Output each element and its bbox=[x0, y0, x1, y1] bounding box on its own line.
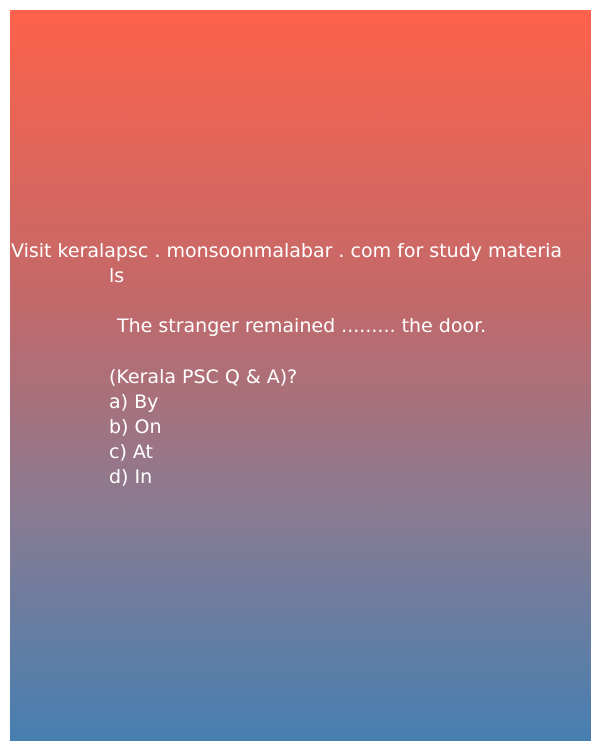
promo-text-line-2: ls bbox=[109, 265, 125, 287]
question-source: (Kerala PSC Q & A)? bbox=[109, 366, 298, 388]
option-d: d) In bbox=[109, 466, 153, 488]
option-b: b) On bbox=[109, 416, 162, 438]
question-text: The stranger remained ......... the door… bbox=[117, 315, 487, 337]
option-a: a) By bbox=[109, 391, 159, 413]
option-c: c) At bbox=[109, 441, 154, 463]
promo-text-line-1: Visit keralapsc . monsoonmalabar . com f… bbox=[11, 240, 563, 262]
question-card: Visit keralapsc . monsoonmalabar . com f… bbox=[10, 10, 591, 741]
